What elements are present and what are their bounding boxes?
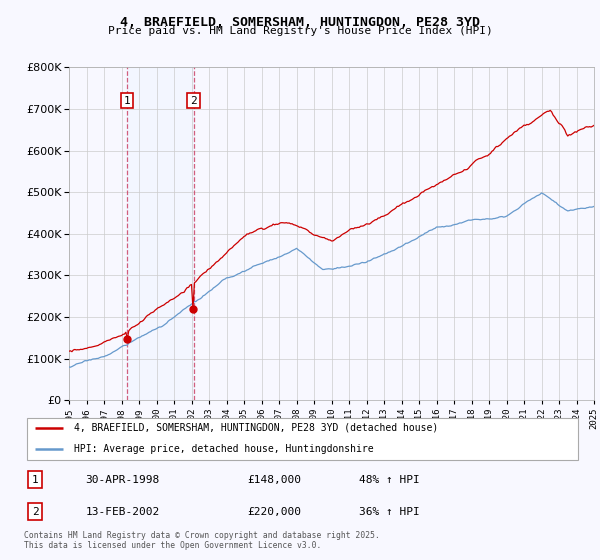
Text: 4, BRAEFIELD, SOMERSHAM, HUNTINGDON, PE28 3YD (detached house): 4, BRAEFIELD, SOMERSHAM, HUNTINGDON, PE2… bbox=[74, 423, 439, 433]
Text: 1: 1 bbox=[124, 96, 131, 105]
Text: Price paid vs. HM Land Registry's House Price Index (HPI): Price paid vs. HM Land Registry's House … bbox=[107, 26, 493, 36]
FancyBboxPatch shape bbox=[27, 418, 578, 460]
Text: 1: 1 bbox=[32, 475, 38, 484]
Text: £148,000: £148,000 bbox=[247, 475, 301, 484]
Text: HPI: Average price, detached house, Huntingdonshire: HPI: Average price, detached house, Hunt… bbox=[74, 444, 374, 454]
Text: 2: 2 bbox=[32, 507, 38, 517]
Text: 30-APR-1998: 30-APR-1998 bbox=[85, 475, 160, 484]
Text: 36% ↑ HPI: 36% ↑ HPI bbox=[359, 507, 419, 517]
Text: 48% ↑ HPI: 48% ↑ HPI bbox=[359, 475, 419, 484]
Text: 4, BRAEFIELD, SOMERSHAM, HUNTINGDON, PE28 3YD: 4, BRAEFIELD, SOMERSHAM, HUNTINGDON, PE2… bbox=[120, 16, 480, 29]
Bar bbox=[127, 67, 194, 400]
Text: Contains HM Land Registry data © Crown copyright and database right 2025.
This d: Contains HM Land Registry data © Crown c… bbox=[24, 530, 380, 550]
Text: £220,000: £220,000 bbox=[247, 507, 301, 517]
Text: 13-FEB-2002: 13-FEB-2002 bbox=[85, 507, 160, 517]
Text: 2: 2 bbox=[190, 96, 197, 105]
